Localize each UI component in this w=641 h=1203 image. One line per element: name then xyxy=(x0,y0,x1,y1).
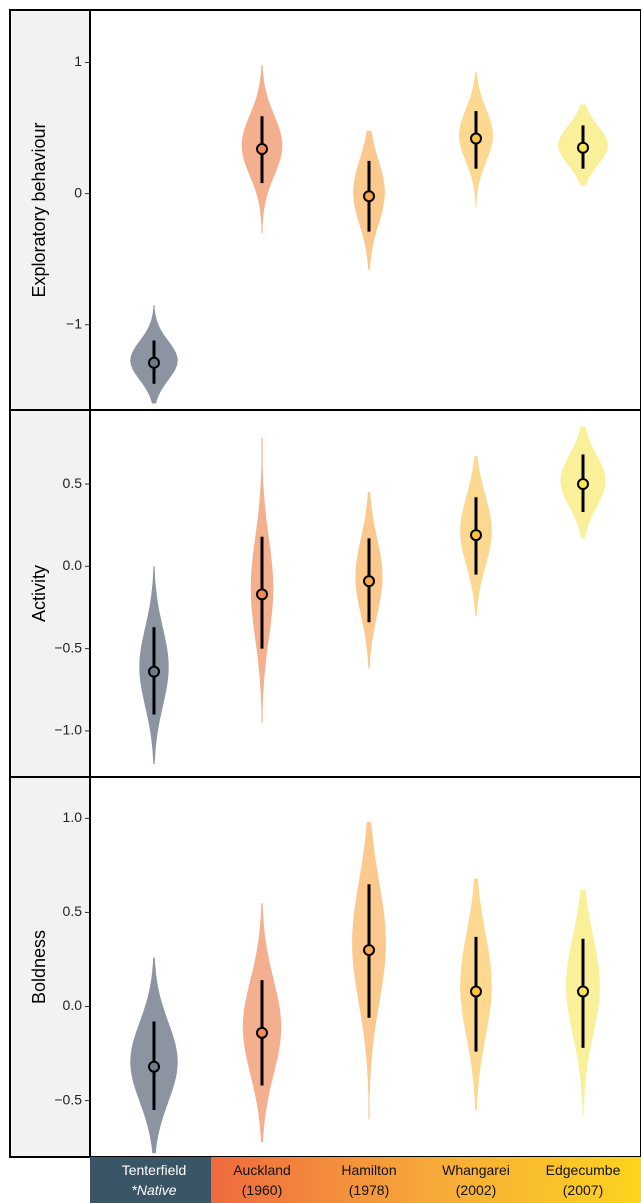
site-name: Tenterfield xyxy=(122,1162,187,1178)
site-year: (2007) xyxy=(563,1182,603,1198)
site-name: Whangarei xyxy=(442,1162,510,1178)
y-tick-label: 0 xyxy=(74,184,82,200)
mean-point xyxy=(470,985,482,998)
site-native-note: *Native xyxy=(131,1182,176,1198)
site-year: (1960) xyxy=(242,1182,282,1198)
mean-point xyxy=(148,665,160,678)
panel-label-strip xyxy=(10,410,90,777)
y-axis-label: Boldness xyxy=(29,930,49,1004)
mean-point xyxy=(363,944,375,957)
mean-point xyxy=(577,141,589,154)
y-tick-label: −0.5 xyxy=(54,639,82,655)
y-tick-label: 1 xyxy=(74,53,82,69)
panel-1: Activity 0.5 0.0 −0.5 −1.0 xyxy=(9,409,641,778)
panel-label-strip xyxy=(10,777,90,1157)
strip-native-band xyxy=(90,1157,211,1203)
strip-invasive-band xyxy=(211,1157,641,1203)
mean-point xyxy=(256,588,268,601)
y-tick-label: −1.0 xyxy=(54,722,82,738)
y-tick-label: 0.5 xyxy=(63,903,83,919)
y-tick-label: 0.0 xyxy=(63,997,83,1013)
y-tick-label: −0.5 xyxy=(54,1091,82,1107)
mean-point xyxy=(256,1026,268,1039)
y-tick-label: 0.5 xyxy=(63,475,83,491)
y-tick-label: 1.0 xyxy=(63,809,83,825)
site-name: Auckland xyxy=(233,1162,291,1178)
panel-2: Boldness 1.0 0.5 0.0 −0.5 xyxy=(9,776,641,1158)
site-year: (2002) xyxy=(456,1182,496,1198)
site-strip: Tenterfield *Native Auckland (1960) Hamilton… xyxy=(90,1157,641,1203)
panel-label-strip xyxy=(10,10,90,410)
site-name: Edgecumbe xyxy=(546,1162,621,1178)
mean-point xyxy=(363,190,375,203)
site-year: (1978) xyxy=(349,1182,389,1198)
mean-point xyxy=(256,143,268,156)
mean-point xyxy=(148,1060,160,1073)
mean-point xyxy=(470,529,482,542)
y-tick-label: 0.0 xyxy=(63,557,83,573)
y-axis-label: Activity xyxy=(29,565,49,622)
mean-point xyxy=(577,985,589,998)
panel-0: Exploratory behaviour 1 0 −1 xyxy=(9,9,641,411)
y-tick-label: −1 xyxy=(66,315,82,331)
mean-point xyxy=(470,132,482,145)
mean-point xyxy=(577,478,589,491)
site-name: Hamilton xyxy=(341,1162,396,1178)
mean-point xyxy=(148,356,160,369)
y-axis-label: Exploratory behaviour xyxy=(29,122,49,297)
mean-point xyxy=(363,575,375,588)
